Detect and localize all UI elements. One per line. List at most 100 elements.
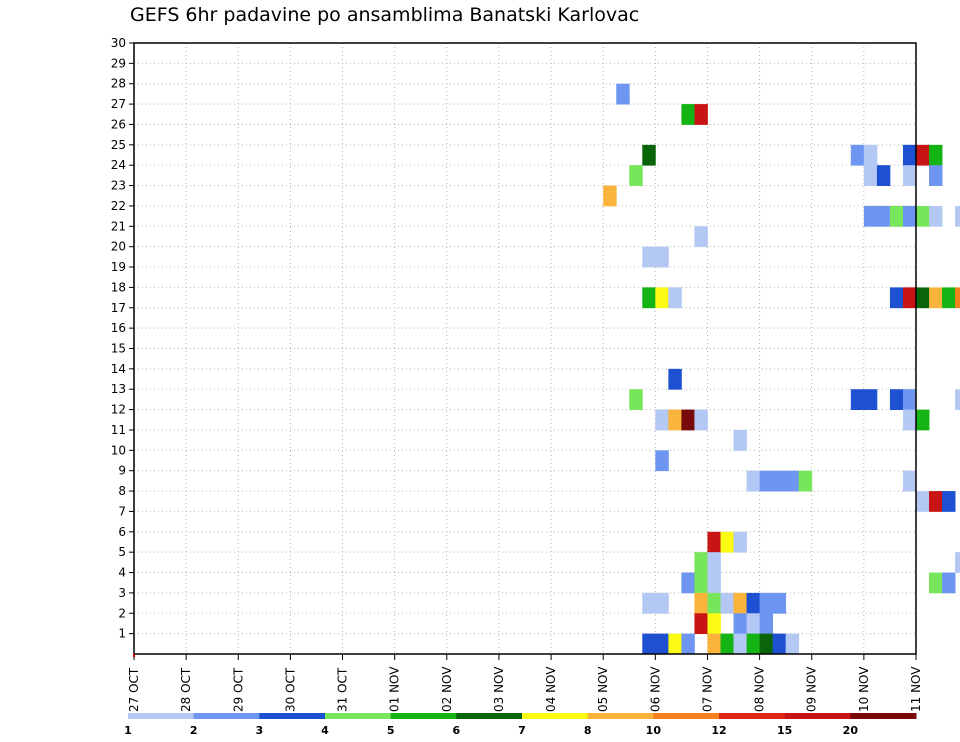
legend-swatch [587, 713, 654, 719]
y-tick-label: 5 [118, 545, 126, 559]
heatmap-cell [694, 572, 708, 594]
x-tick-label: 11 NOV [909, 666, 923, 712]
heatmap-cell [863, 144, 878, 166]
y-tick-label: 3 [118, 586, 126, 600]
x-tick-label: 28 OCT [179, 667, 193, 712]
heatmap-cell [642, 633, 656, 655]
heatmap-cell [694, 592, 708, 614]
heatmap-cell [707, 592, 721, 614]
heatmap-cell [850, 389, 865, 410]
legend-swatch [719, 713, 786, 719]
heatmap-cell [668, 368, 682, 390]
heatmap-cell [707, 572, 721, 594]
legend-label: 3 [256, 724, 264, 737]
x-tick-label: 08 NOV [753, 666, 767, 712]
heatmap-cell [942, 572, 956, 594]
legend-label: 12 [711, 724, 726, 737]
y-tick-label: 6 [118, 525, 126, 539]
y-tick-label: 12 [111, 403, 126, 417]
x-tick-label: 27 OCT [127, 667, 141, 712]
heatmap-cell [746, 592, 760, 614]
heatmap-cell [863, 165, 878, 186]
heatmap-cell [889, 205, 904, 227]
heatmap-cell [955, 287, 960, 309]
legend-label: 4 [321, 724, 329, 737]
heatmap-cell [655, 409, 669, 431]
legend-swatch [325, 713, 392, 719]
heatmap-cell [759, 470, 774, 492]
legend-label: 1 [124, 724, 132, 737]
x-tick-label: 03 NOV [492, 666, 506, 712]
heatmap-cell [785, 633, 800, 655]
heatmap-cell [668, 287, 682, 309]
y-tick-label: 11 [111, 423, 126, 437]
heatmap-cell [655, 246, 669, 268]
heatmap-cell [902, 165, 917, 186]
y-tick-label: 7 [118, 504, 126, 518]
heatmap-cell [916, 144, 930, 166]
y-tick-label: 24 [111, 158, 126, 172]
heatmap-cell [929, 144, 943, 166]
y-tick-label: 21 [111, 219, 126, 233]
y-tick-label: 23 [111, 179, 126, 193]
y-tick-label: 4 [118, 566, 126, 580]
legend-label: 15 [777, 724, 792, 737]
heatmap-cell [785, 470, 800, 492]
y-tick-label: 30 [111, 36, 126, 50]
heatmap-cell [655, 287, 669, 309]
heatmap-cell [955, 205, 960, 227]
heatmap-cell [720, 592, 734, 614]
y-tick-label: 22 [111, 199, 126, 213]
legend-label: 20 [843, 724, 859, 737]
legend-swatch [784, 713, 851, 719]
y-tick-label: 18 [111, 280, 126, 294]
heatmap-cell [942, 287, 956, 309]
x-tick-label: 10 NOV [857, 666, 871, 712]
y-tick-label: 9 [118, 464, 126, 478]
y-tick-label: 27 [111, 97, 126, 111]
heatmap-cell [863, 389, 878, 410]
heatmap-cell [772, 633, 787, 655]
heatmap-cell [681, 104, 695, 125]
legend-swatch [259, 713, 326, 719]
heatmap-cell [694, 226, 708, 248]
y-tick-label: 25 [111, 138, 126, 152]
heatmap-cell [889, 287, 904, 309]
heatmap-cell [707, 552, 721, 573]
x-tick-label: 05 NOV [596, 666, 610, 712]
heatmap-cell [733, 531, 747, 553]
heatmap-cell [772, 592, 787, 614]
heatmap-cell [668, 633, 682, 655]
x-tick-label: 02 NOV [440, 666, 454, 712]
legend-swatch [850, 713, 917, 719]
heatmap-cell [681, 633, 695, 655]
heatmap-cell [902, 205, 917, 227]
y-tick-label: 13 [111, 382, 126, 396]
heatmap-cell [955, 552, 960, 573]
legend-swatch [390, 713, 457, 719]
heatmap-cell [902, 144, 917, 166]
heatmap-cell [772, 470, 787, 492]
heatmap-cell [759, 592, 774, 614]
y-tick-label: 14 [111, 362, 126, 376]
x-tick-label: 31 OCT [336, 667, 350, 712]
heatmap-cell [850, 144, 865, 166]
heatmap-cell [694, 613, 708, 635]
heatmap-cell [929, 205, 943, 227]
heatmap-cell [746, 633, 760, 655]
heatmap-cell [603, 185, 617, 207]
heatmap-cell [655, 633, 669, 655]
y-tick-label: 28 [111, 77, 126, 91]
heatmap-cell [876, 165, 891, 186]
heatmap-cell [929, 287, 943, 309]
x-tick-label: 30 OCT [283, 667, 297, 712]
heatmap-cell [681, 409, 695, 431]
y-tick-label: 17 [111, 301, 126, 315]
y-tick-label: 19 [111, 260, 126, 274]
heatmap-cell [759, 613, 774, 635]
heatmap-cell [616, 83, 630, 105]
legend-swatch [193, 713, 260, 719]
chart-title: GEFS 6hr padavine po ansamblima Banatski… [130, 4, 640, 26]
heatmap-cell [720, 531, 734, 553]
